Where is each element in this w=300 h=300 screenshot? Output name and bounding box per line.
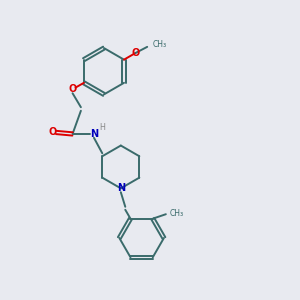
Text: N: N [117, 183, 125, 193]
Text: N: N [90, 129, 98, 139]
Text: CH₃: CH₃ [169, 209, 184, 218]
Text: O: O [131, 48, 140, 58]
Text: CH₃: CH₃ [152, 40, 166, 49]
Text: O: O [48, 128, 56, 137]
Text: O: O [68, 84, 77, 94]
Text: H: H [99, 123, 105, 132]
